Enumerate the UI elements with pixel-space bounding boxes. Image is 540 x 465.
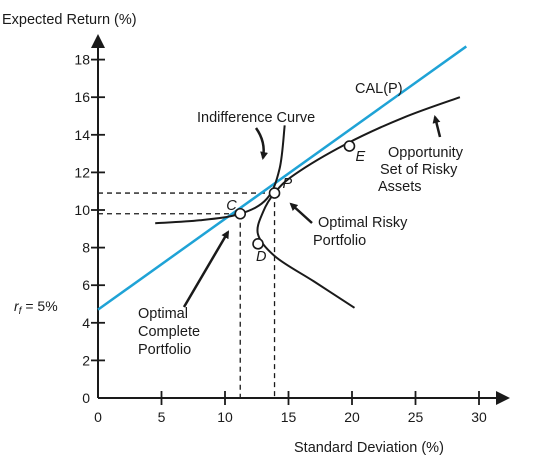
rf-label: rf = 5%: [14, 298, 58, 317]
indifference-curve-label-text: Indifference Curve: [197, 110, 315, 126]
x-tick-label: 10: [217, 409, 233, 425]
optimal-complete-pointer-arrow: [182, 230, 230, 308]
optimal-risky-line-1: Optimal Risky: [318, 215, 408, 231]
optimal-complete-label: Optimal Complete Portfolio: [138, 306, 204, 358]
indifference-curve-label: Indifference Curve: [197, 110, 315, 126]
axes: [91, 34, 510, 405]
point-d-marker: [252, 238, 264, 250]
series: [97, 45, 468, 311]
point-p-marker: [268, 187, 281, 199]
x-axis-arrowhead: [496, 391, 510, 405]
cal-label: CAL(P): [355, 81, 403, 97]
indifference-pointer-arrow: [254, 127, 269, 160]
y-tick-label: 8: [82, 240, 90, 256]
point-markers: C P D E: [226, 140, 365, 265]
opportunity-set-label: Opportunity Set of Risky Assets: [378, 145, 467, 195]
y-axis-title: Expected Return (%): [2, 12, 137, 28]
optimal-complete-line-2: Complete: [138, 324, 200, 340]
rf-subscript: f: [19, 306, 23, 317]
opportunity-set-line-2: Set of Risky: [380, 162, 458, 178]
x-tick-label: 20: [344, 409, 360, 425]
rf-symbol: r: [14, 298, 20, 314]
tick-labels: 0 5 10 15 20 25 30 0 2 4 6 8 10 12 14 16 18: [74, 52, 487, 425]
x-axis-title: Standard Deviation (%): [294, 440, 444, 456]
pointer-arrows: [182, 115, 442, 308]
y-tick-label: 18: [74, 52, 90, 68]
y-tick-label: 2: [82, 352, 90, 368]
x-tick-label: 0: [94, 409, 102, 425]
cal-label-text: CAL(P): [355, 81, 403, 97]
y-tick-label: 0: [82, 390, 90, 406]
point-p-label: P: [283, 176, 293, 192]
opportunity-set-curve: [256, 96, 461, 309]
x-tick-label: 30: [471, 409, 487, 425]
y-tick-label: 14: [74, 127, 90, 143]
y-tick-label: 4: [82, 315, 90, 331]
opportunity-set-line-3: Assets: [378, 179, 422, 195]
indifference-curve: [155, 125, 286, 225]
point-c-marker: [234, 207, 247, 220]
y-tick-label: 10: [74, 202, 90, 218]
optimal-risky-pointer-arrow: [289, 202, 313, 224]
y-axis-arrowhead: [91, 34, 105, 48]
x-tick-label: 25: [408, 409, 424, 425]
y-tick-label: 6: [82, 277, 90, 293]
opportunity-set-line-1: Opportunity: [388, 145, 464, 161]
optimal-complete-line-1: Optimal: [138, 306, 188, 322]
x-tick-label: 5: [158, 409, 166, 425]
cal-line: [97, 45, 468, 311]
x-tick-label: 15: [281, 409, 297, 425]
point-e-label: E: [355, 149, 365, 165]
opportunity-pointer-arrow: [432, 115, 442, 138]
point-c-label: C: [226, 198, 237, 214]
ticks: [91, 58, 480, 405]
y-tick-label: 16: [74, 89, 90, 105]
y-tick-label: 12: [74, 164, 90, 180]
point-e-marker: [343, 140, 356, 152]
rf-value: = 5%: [21, 298, 57, 314]
optimal-risky-label: Optimal Risky Portfolio: [313, 215, 411, 249]
optimal-complete-line-3: Portfolio: [138, 342, 191, 358]
point-d-label: D: [256, 249, 266, 265]
guide-lines: [98, 192, 276, 398]
optimal-risky-line-2: Portfolio: [313, 233, 366, 249]
